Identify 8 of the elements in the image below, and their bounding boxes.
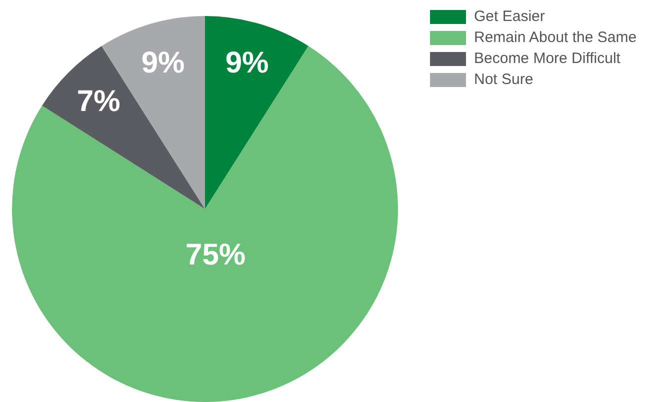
data-label: 9% — [225, 46, 269, 80]
legend-label: Become More Difficult — [474, 50, 620, 67]
legend-label: Remain About the Same — [474, 29, 637, 46]
data-label: 9% — [141, 46, 185, 80]
data-label: 75% — [186, 238, 246, 272]
legend-label: Get Easier — [474, 8, 545, 25]
legend-label: Not Sure — [474, 71, 534, 88]
data-label: 7% — [76, 84, 120, 118]
